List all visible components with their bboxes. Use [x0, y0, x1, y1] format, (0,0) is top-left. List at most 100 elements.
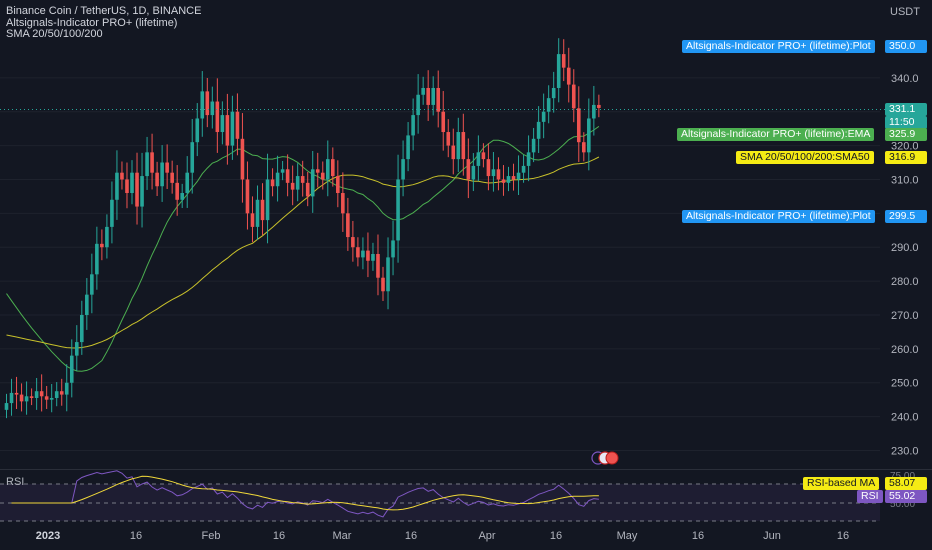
candle-body [145, 152, 149, 177]
rsi-tag: RSI [857, 490, 883, 503]
candle-body [24, 396, 29, 402]
candle-body [561, 54, 566, 68]
candle-body [386, 257, 390, 292]
candle-body [536, 121, 541, 139]
candle-body [361, 250, 365, 258]
candle-body [587, 118, 591, 153]
candle-body [446, 132, 451, 146]
candle-body [421, 87, 425, 95]
candle-body [381, 277, 385, 292]
candle-body [140, 176, 144, 207]
candle-body [376, 253, 380, 278]
candle-body [486, 159, 491, 177]
candle-body [155, 172, 159, 187]
candle-body [210, 101, 215, 116]
candle-body [521, 165, 526, 173]
candle-body [531, 138, 536, 153]
candle-body [100, 243, 104, 248]
candle-body [225, 115, 230, 146]
candle-body [325, 159, 330, 180]
candle-body [396, 179, 400, 241]
candle-body [320, 172, 325, 180]
rsi-level-middle: 50.00 [890, 499, 916, 510]
candle-body [566, 67, 571, 85]
candle-body [200, 91, 205, 119]
events-markers[interactable] [591, 451, 619, 465]
candle-body [576, 108, 581, 143]
candle-body [461, 132, 466, 160]
y-tick-label: 320.0 [891, 141, 919, 153]
candle-body [551, 87, 556, 99]
y-tick-label: 270.0 [891, 310, 919, 322]
candle-body [95, 243, 99, 275]
candle-body [180, 193, 184, 200]
candle-body [205, 91, 210, 116]
y-tick-label: 340.0 [891, 73, 919, 85]
candle-body [260, 199, 265, 221]
candle-body [59, 391, 64, 395]
candle-body [120, 172, 124, 180]
x-tick-label: 16 [129, 530, 143, 542]
event-marker[interactable] [605, 451, 619, 465]
last-price-value: 331.1 [885, 103, 927, 116]
candle-body [170, 172, 174, 183]
candle-body [546, 98, 551, 112]
sma50-line [6, 156, 600, 349]
rsi-ma-value: 58.07 [885, 477, 927, 490]
candle-body [295, 176, 300, 190]
candle-body [290, 182, 295, 190]
candle-body [506, 176, 511, 183]
y-tick-label: 260.0 [891, 344, 919, 356]
candle-body [456, 132, 461, 160]
candle-body [341, 193, 345, 214]
candle-body [245, 179, 250, 214]
candle-body [366, 250, 370, 261]
candle-body [80, 314, 84, 343]
indicator-title-altsignals[interactable]: Altsignals-Indicator PRO+ (lifetime) [6, 16, 178, 29]
candle-body [466, 159, 471, 180]
candle-body [511, 176, 516, 180]
candle-body [185, 172, 190, 194]
x-tick-label: 16 [836, 530, 850, 542]
x-tick-label: Apr [478, 530, 496, 542]
candle-body [265, 179, 270, 221]
sma50-tag: SMA 20/50/100/200:SMA50 [736, 151, 874, 164]
candle-body [406, 135, 410, 160]
candle-body [160, 162, 164, 187]
x-tick-label: Feb [201, 530, 221, 542]
candle-body [411, 115, 415, 136]
candle-body [401, 159, 405, 180]
candle-body [240, 138, 245, 180]
candle-body [541, 111, 546, 122]
x-tick-label: 16 [549, 530, 563, 542]
candle-body [90, 274, 94, 295]
rsi-ma-line [11, 475, 599, 511]
candle-body [190, 142, 195, 173]
candle-body [230, 111, 235, 146]
candle-body [125, 179, 129, 194]
candle-body [356, 247, 360, 258]
candle-body [280, 169, 285, 173]
y-tick-label: 290.0 [891, 242, 919, 254]
candle-body [175, 182, 179, 200]
candle-body [115, 172, 119, 200]
candle-body [44, 396, 49, 400]
rsi-value: 55.02 [885, 490, 927, 503]
symbol-title[interactable]: Binance Coin / TetherUS, 1D, BINANCE [6, 5, 202, 17]
candle-body [275, 172, 280, 187]
candle-body [571, 84, 576, 109]
candle-body [471, 165, 476, 180]
candle-body [4, 403, 9, 410]
candle-body [441, 111, 446, 133]
candle-body [54, 391, 59, 398]
candle-body [255, 199, 260, 227]
candle-body [310, 169, 315, 197]
candle-body [130, 172, 134, 194]
currency-label[interactable]: USDT [890, 6, 920, 18]
candle-body [416, 94, 420, 116]
rsi-pane-label[interactable]: RSI [6, 476, 25, 488]
candle-body [300, 176, 305, 183]
x-tick-label: 2023 [35, 530, 61, 542]
indicator-title-sma[interactable]: SMA 20/50/100/200 [6, 28, 103, 40]
